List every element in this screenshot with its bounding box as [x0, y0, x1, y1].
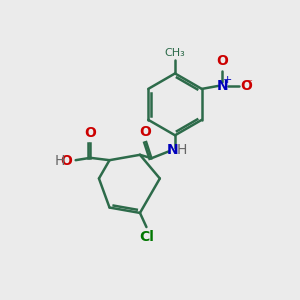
Text: O: O: [140, 125, 152, 139]
Text: N: N: [217, 79, 228, 93]
Text: O: O: [60, 154, 72, 168]
Text: O: O: [84, 126, 96, 140]
Text: H: H: [55, 154, 65, 168]
Text: O: O: [240, 79, 252, 93]
Text: N: N: [166, 143, 178, 157]
Text: Cl: Cl: [140, 230, 154, 244]
Text: +: +: [223, 75, 232, 85]
Text: O: O: [217, 54, 228, 68]
Text: ⁻: ⁻: [246, 79, 252, 88]
Text: H: H: [176, 143, 187, 157]
Text: CH₃: CH₃: [165, 48, 185, 58]
